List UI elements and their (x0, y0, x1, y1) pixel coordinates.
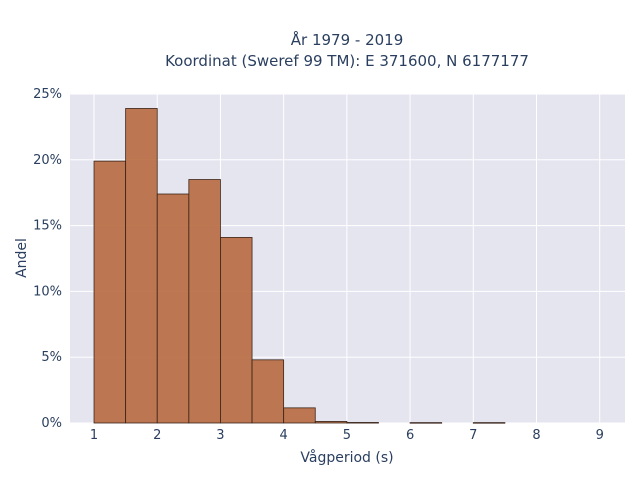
histogram-bar (220, 237, 253, 424)
y-tick-label: 10% (33, 284, 62, 299)
y-tick-label: 0% (41, 416, 62, 431)
x-axis-label: Vågperiod (s) (300, 449, 393, 466)
y-tick-label: 25% (33, 87, 62, 102)
histogram-bar (251, 359, 285, 424)
x-tick-label: 5 (343, 428, 351, 443)
x-tick-label: 3 (216, 428, 224, 443)
y-tick-label: 5% (41, 350, 62, 365)
bars (93, 108, 506, 424)
chart-title: År 1979 - 2019 (291, 30, 404, 49)
x-tick-label: 1 (90, 428, 98, 443)
histogram-bar (188, 179, 221, 424)
histogram-bar (472, 422, 506, 424)
chart-subtitle: Koordinat (Sweref 99 TM): E 371600, N 61… (165, 52, 529, 70)
y-axis-label: Andel (14, 238, 30, 278)
x-tick-label: 7 (469, 428, 477, 443)
y-axis-ticks: 0% 5% 10% 15% 20% 25% (33, 87, 62, 431)
histogram-bar (156, 193, 190, 424)
x-tick-label: 2 (153, 428, 161, 443)
x-tick-label: 9 (596, 428, 604, 443)
histogram-bar (409, 422, 443, 424)
histogram-bar (93, 160, 127, 424)
x-tick-label: 8 (532, 428, 540, 443)
x-axis-ticks: 1 2 3 4 5 6 7 8 9 (90, 428, 604, 443)
y-tick-label: 20% (33, 153, 62, 168)
x-tick-label: 6 (406, 428, 414, 443)
histogram-bar (283, 407, 316, 424)
histogram-bar (125, 108, 158, 424)
histogram-bar (314, 421, 348, 424)
y-tick-label: 15% (33, 219, 62, 234)
histogram-bar (346, 422, 379, 424)
x-tick-label: 4 (280, 428, 288, 443)
